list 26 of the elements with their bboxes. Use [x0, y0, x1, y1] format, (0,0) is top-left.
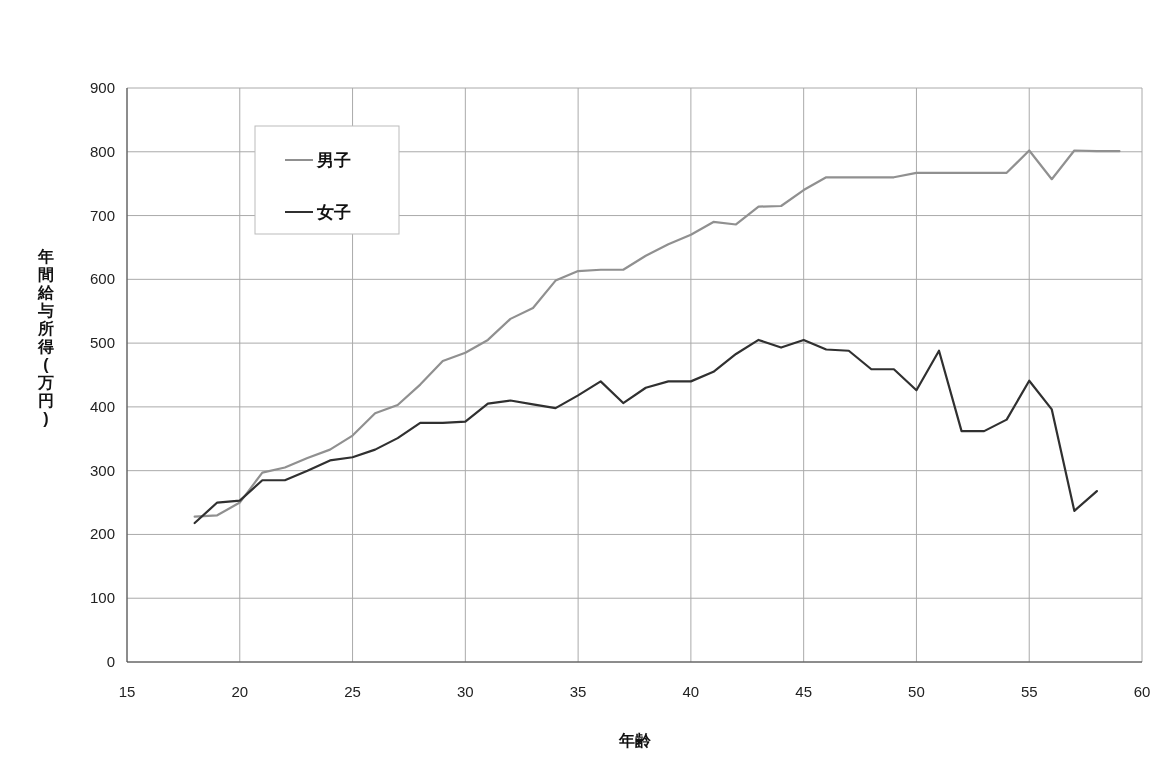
- y-tick-label: 500: [89, 334, 115, 352]
- legend-label: 女子: [316, 203, 351, 222]
- y-tick-label: 800: [89, 142, 115, 160]
- line-series: [193, 149, 1121, 518]
- y-tick-label: 700: [89, 206, 115, 224]
- x-tick-label: 15: [118, 683, 136, 700]
- y-tick-label: 600: [89, 270, 115, 288]
- x-tick-label: 30: [456, 683, 474, 700]
- x-tick-label: 20: [231, 683, 249, 700]
- x-tick-label: 60: [1133, 683, 1151, 700]
- text: 年間給与所得(万円): [38, 248, 54, 427]
- y-tick-label: 900: [89, 79, 115, 96]
- x-tick-label: 55: [1020, 683, 1038, 700]
- line-series: [193, 338, 1098, 525]
- y-tick-label: 100: [89, 589, 115, 607]
- y-tick-label: 300: [89, 461, 115, 479]
- y-tick-label: 0: [106, 653, 115, 670]
- x-tick-label: 45: [795, 683, 813, 700]
- y-tick-label: 200: [89, 525, 115, 543]
- x-tick-label: 40: [682, 683, 700, 700]
- x-tick-label: 50: [908, 683, 925, 700]
- x-tick-label: 25: [344, 683, 361, 700]
- y-tick-label: 400: [89, 397, 115, 415]
- x-axis-title: 年齢: [617, 732, 652, 749]
- x-tick-label: 35: [569, 683, 587, 700]
- legend-label: 男子: [316, 151, 351, 170]
